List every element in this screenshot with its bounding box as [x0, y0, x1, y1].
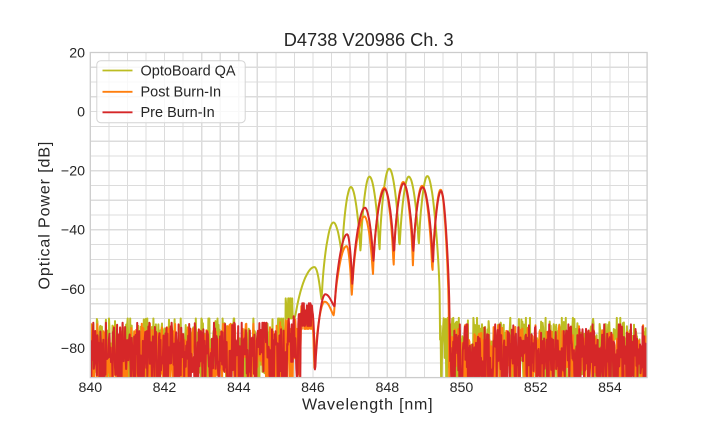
svg-text:854: 854 — [598, 380, 622, 396]
svg-text:Pre Burn-In: Pre Burn-In — [141, 105, 215, 121]
svg-text:D4738 V20986 Ch. 3: D4738 V20986 Ch. 3 — [284, 30, 454, 50]
svg-text:Wavelength [nm]: Wavelength [nm] — [302, 397, 433, 414]
svg-text:846: 846 — [301, 380, 325, 396]
svg-text:−20: −20 — [61, 164, 85, 180]
svg-text:Optical Power [dB]: Optical Power [dB] — [37, 141, 54, 290]
svg-text:−80: −80 — [61, 341, 85, 357]
svg-text:844: 844 — [227, 380, 251, 396]
svg-text:−40: −40 — [61, 223, 85, 239]
svg-text:−60: −60 — [61, 282, 85, 298]
svg-text:852: 852 — [524, 380, 548, 396]
svg-text:20: 20 — [69, 45, 85, 61]
svg-text:842: 842 — [153, 380, 177, 396]
svg-text:850: 850 — [450, 380, 474, 396]
svg-text:840: 840 — [78, 380, 102, 396]
svg-text:0: 0 — [77, 105, 85, 121]
svg-text:OptoBoard QA: OptoBoard QA — [141, 63, 236, 79]
svg-text:Post Burn-In: Post Burn-In — [141, 85, 222, 101]
svg-text:848: 848 — [375, 380, 399, 396]
